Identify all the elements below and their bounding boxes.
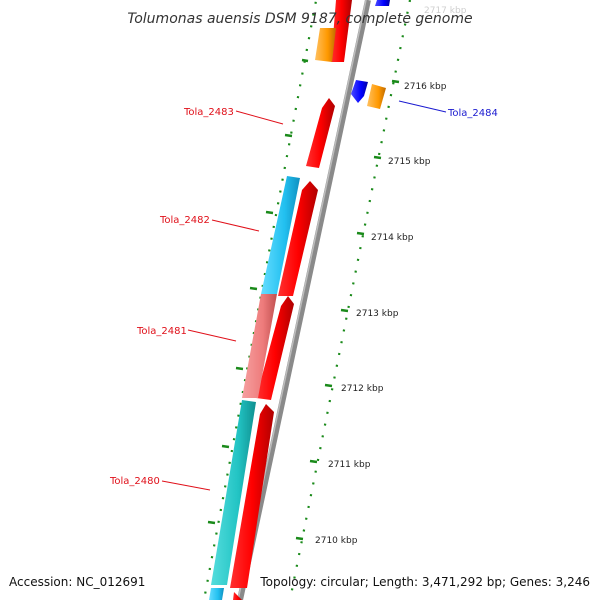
inner-ruler-major-ticks (207, 58, 309, 525)
genome-backbone (237, 0, 371, 600)
accession-text: Accession: NC_012691 (9, 575, 145, 589)
feature-salmon-2481 (242, 294, 277, 398)
feature-orange-2484 (367, 84, 386, 109)
tick-label: 2710 kbp (315, 536, 358, 546)
map-title: Tolumonas auensis DSM 9187, complete gen… (127, 11, 472, 27)
feature-blue-top (375, 0, 390, 6)
gene-label-tola-2483: Tola_2483 (183, 107, 234, 118)
cds-forward-2482 (278, 181, 318, 296)
cds-forward-2480 (230, 404, 274, 588)
tick-label: 2714 kbp (371, 233, 414, 243)
cds-forward-2481 (256, 296, 294, 400)
gene-label-tola-2481: Tola_2481 (136, 326, 187, 337)
feature-orange-top (315, 28, 336, 62)
gene-label-tola-2480: Tola_2480 (109, 476, 160, 487)
feature-cyan-2482 (261, 176, 300, 294)
cds-tola-2483 (306, 98, 335, 168)
feature-cyan-bottom (209, 588, 224, 600)
inner-ruler-dots (202, 0, 318, 600)
gene-label-tola-2484: Tola_2484 (447, 108, 498, 119)
feature-teal-2480 (211, 400, 256, 585)
tick-label: 2713 kbp (356, 309, 399, 319)
tick-labels: 2717 kbp 2716 kbp 2715 kbp 2714 kbp 2713… (315, 6, 467, 546)
cds-forward-bottom (233, 592, 242, 600)
tick-label: 2711 kbp (328, 460, 371, 470)
tick-label: 2715 kbp (388, 157, 431, 167)
topology-text: Topology: circular; Length: 3,471,292 bp… (259, 575, 590, 589)
cds-forward-top (331, 0, 352, 62)
gene-label-leaders (161, 100, 447, 491)
tick-label: 2716 kbp (404, 82, 447, 92)
tick-label: 2712 kbp (341, 384, 384, 394)
tick-label: 2717 kbp (424, 6, 467, 16)
outer-ruler-major-ticks (295, 79, 400, 541)
gene-label-tola-2482: Tola_2482 (159, 215, 210, 226)
feature-blue-2484 (351, 80, 368, 103)
